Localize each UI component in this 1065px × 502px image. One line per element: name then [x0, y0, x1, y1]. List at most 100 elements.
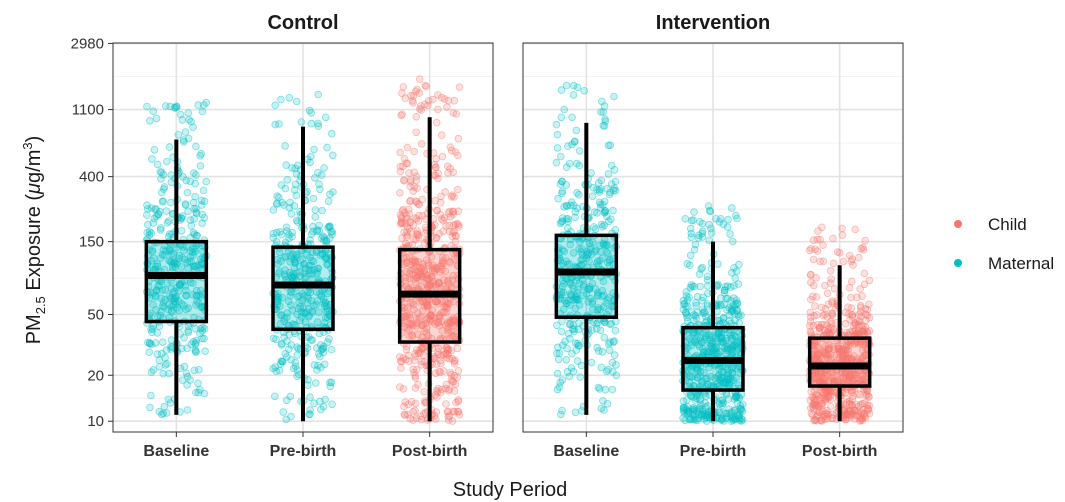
- data-point: [719, 399, 728, 407]
- data-point: [186, 247, 195, 255]
- data-point: [323, 260, 331, 269]
- data-point: [292, 216, 301, 225]
- data-point: [327, 378, 336, 387]
- data-point: [433, 297, 441, 306]
- data-point: [152, 212, 161, 221]
- data-point: [720, 286, 729, 295]
- data-point: [292, 269, 301, 278]
- data-point: [191, 192, 200, 201]
- data-point: [287, 288, 296, 297]
- y-axis-title: PM2.5 Exposure (μg/m3): [20, 136, 48, 345]
- data-point: [454, 366, 463, 375]
- data-point: [293, 351, 302, 359]
- data-point: [304, 294, 313, 303]
- data-point: [695, 270, 704, 278]
- data-point: [188, 290, 197, 299]
- data-point: [441, 384, 450, 393]
- data-point: [847, 277, 856, 286]
- data-point: [855, 310, 863, 319]
- data-point: [183, 259, 192, 267]
- data-point: [322, 302, 331, 311]
- data-point: [196, 385, 204, 394]
- data-point: [192, 171, 200, 179]
- data-point: [272, 228, 281, 237]
- data-point: [162, 409, 171, 417]
- data-point: [409, 407, 417, 416]
- data-point: [295, 291, 303, 300]
- data-point: [608, 385, 617, 394]
- data-point: [452, 398, 460, 407]
- data-point: [189, 279, 197, 287]
- data-point: [320, 164, 328, 172]
- data-point: [848, 327, 857, 336]
- data-point: [314, 264, 323, 273]
- data-point: [860, 269, 869, 278]
- data-point: [172, 292, 181, 301]
- data-point: [321, 298, 330, 307]
- data-point: [161, 286, 170, 294]
- data-point: [316, 397, 324, 406]
- data-point: [399, 83, 408, 91]
- data-point: [731, 211, 740, 220]
- data-point: [702, 413, 710, 422]
- data-point: [278, 357, 287, 366]
- data-point: [167, 171, 176, 179]
- data-point: [607, 180, 616, 188]
- data-point: [191, 324, 200, 333]
- data-point: [154, 210, 163, 218]
- data-point: [310, 361, 319, 369]
- data-point: [185, 116, 193, 124]
- data-point: [571, 408, 580, 417]
- data-point: [152, 205, 160, 213]
- data-point: [320, 233, 329, 242]
- data-point: [402, 314, 411, 322]
- data-point: [286, 291, 295, 300]
- data-point: [167, 250, 176, 258]
- data-point: [157, 188, 166, 197]
- data-point: [325, 334, 333, 343]
- data-point: [415, 211, 423, 220]
- data-point: [158, 410, 166, 419]
- data-point: [324, 197, 333, 206]
- data-point: [431, 171, 440, 180]
- data-point: [313, 269, 321, 278]
- data-point: [318, 345, 327, 353]
- data-point: [415, 315, 424, 323]
- data-point: [186, 216, 195, 224]
- data-point: [454, 151, 462, 160]
- data-point: [312, 300, 321, 309]
- data-point: [290, 264, 299, 272]
- data-point: [180, 246, 188, 255]
- data-point: [557, 327, 566, 336]
- data-point: [166, 247, 174, 255]
- data-point: [410, 356, 419, 365]
- data-point: [143, 201, 151, 210]
- data-point: [304, 305, 313, 313]
- data-point: [858, 292, 866, 300]
- data-point: [303, 292, 312, 300]
- data-point: [168, 302, 176, 311]
- data-point: [292, 97, 301, 106]
- data-point: [612, 371, 621, 380]
- data-point: [569, 81, 578, 90]
- data-point: [412, 414, 421, 422]
- data-point: [412, 128, 421, 137]
- data-point: [292, 251, 301, 260]
- data-point: [143, 205, 152, 213]
- data-point: [409, 416, 417, 424]
- data-point: [323, 260, 332, 269]
- data-point: [269, 206, 278, 214]
- data-point: [407, 397, 416, 406]
- data-point: [200, 389, 209, 398]
- data-point: [567, 364, 576, 372]
- legend-key-maternal: [954, 259, 962, 267]
- data-point: [419, 320, 428, 329]
- data-point: [313, 268, 321, 276]
- data-point: [568, 324, 577, 333]
- data-point: [172, 243, 181, 252]
- x-tick-label: Pre-birth: [270, 443, 337, 460]
- data-point: [316, 185, 324, 194]
- data-point: [606, 215, 615, 224]
- data-point: [409, 99, 417, 107]
